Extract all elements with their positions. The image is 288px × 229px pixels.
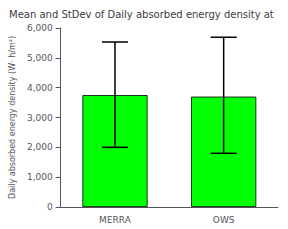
svg-text:2,000: 2,000 (27, 142, 53, 152)
svg-text:MERRA: MERRA (99, 215, 132, 225)
svg-text:Daily absorbed energy density: Daily absorbed energy density (W· h/m²) (8, 36, 17, 199)
svg-text:Mean and StDev of Daily absorb: Mean and StDev of Daily absorbed energy … (9, 9, 274, 20)
svg-text:OWS: OWS (213, 215, 235, 225)
svg-text:4,000: 4,000 (27, 83, 53, 93)
svg-text:5,000: 5,000 (27, 53, 53, 63)
svg-text:0: 0 (47, 202, 53, 212)
svg-text:3,000: 3,000 (27, 113, 53, 123)
svg-text:6,000: 6,000 (27, 23, 53, 33)
svg-text:1,000: 1,000 (27, 172, 53, 182)
